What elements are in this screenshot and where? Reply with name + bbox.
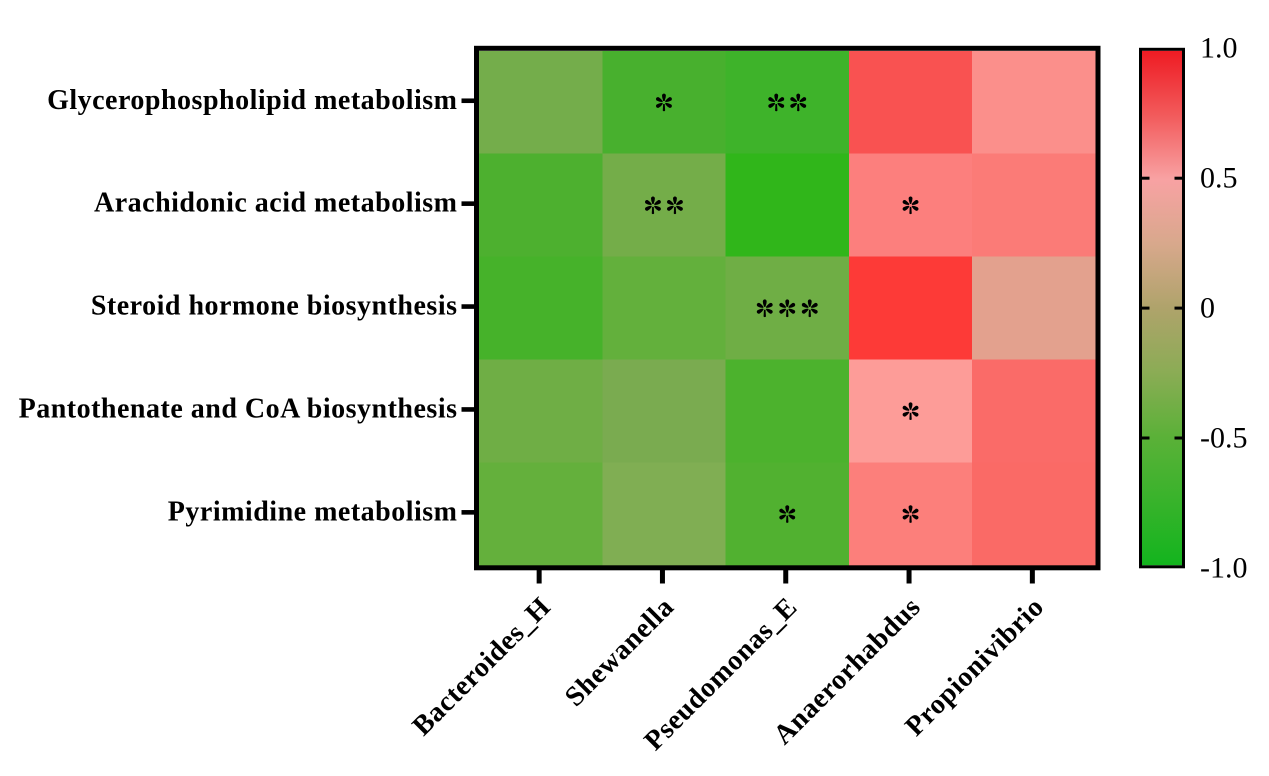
svg-text:-1.0: -1.0 bbox=[1200, 551, 1248, 584]
svg-text:Arachidonic acid metabolism: Arachidonic acid metabolism bbox=[94, 188, 458, 219]
svg-text:Steroid hormone biosynthesis: Steroid hormone biosynthesis bbox=[91, 291, 458, 322]
svg-text:1.0: 1.0 bbox=[1200, 32, 1238, 65]
svg-text:Pantothenate and CoA biosynthe: Pantothenate and CoA biosynthesis bbox=[19, 393, 458, 424]
svg-text:Glycerophospholipid metabolism: Glycerophospholipid metabolism bbox=[47, 85, 457, 116]
svg-text:Bacteroides_H: Bacteroides_H bbox=[407, 592, 557, 742]
svg-text:0.5: 0.5 bbox=[1200, 162, 1238, 195]
svg-text:Pyrimidine metabolism: Pyrimidine metabolism bbox=[168, 496, 458, 527]
svg-text:-0.5: -0.5 bbox=[1200, 421, 1248, 454]
svg-text:Shewanella: Shewanella bbox=[559, 592, 680, 713]
svg-text:0: 0 bbox=[1200, 291, 1215, 324]
